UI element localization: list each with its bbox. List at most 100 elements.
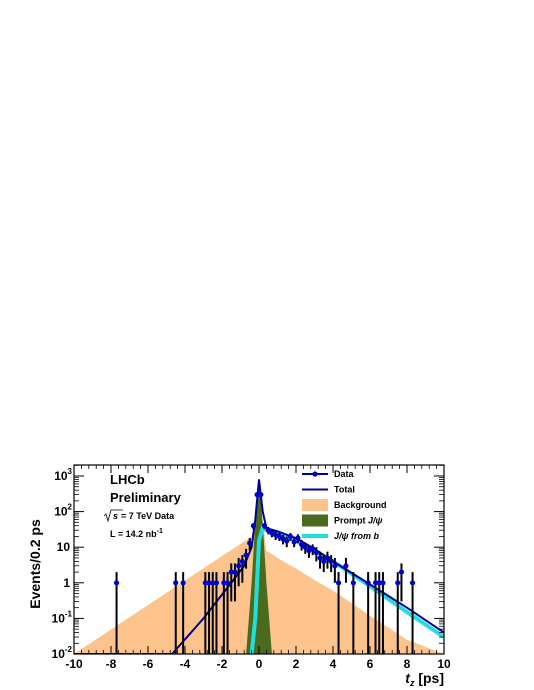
svg-text:= 7 TeV Data: = 7 TeV Data bbox=[121, 511, 175, 521]
data-point bbox=[376, 572, 382, 654]
legend-label: Total bbox=[334, 485, 355, 495]
data-marker bbox=[180, 580, 186, 586]
data-marker bbox=[221, 580, 227, 586]
data-point bbox=[284, 536, 290, 548]
data-marker bbox=[398, 569, 405, 575]
data-point bbox=[232, 563, 238, 602]
x-tick-label: -10 bbox=[65, 657, 83, 671]
data-point bbox=[321, 555, 327, 573]
data-point bbox=[372, 572, 379, 654]
data-point bbox=[173, 572, 179, 654]
data-point bbox=[328, 555, 334, 573]
x-tick-label: -2 bbox=[217, 657, 228, 671]
data-marker bbox=[228, 569, 234, 575]
data-point bbox=[317, 551, 323, 569]
data-point bbox=[228, 563, 234, 602]
data-point bbox=[247, 538, 253, 551]
data-point bbox=[236, 557, 242, 587]
data-marker bbox=[335, 580, 342, 586]
data-marker bbox=[113, 580, 120, 586]
data-point bbox=[261, 522, 268, 530]
data-point bbox=[213, 572, 220, 654]
data-marker bbox=[224, 580, 231, 586]
data-point bbox=[276, 533, 282, 541]
legend-label: J/ψ from b bbox=[334, 531, 379, 541]
data-point bbox=[287, 533, 294, 541]
data-point bbox=[210, 572, 216, 654]
data-point bbox=[202, 572, 208, 654]
data-marker bbox=[210, 580, 216, 586]
x-axis-title: tz [ps] bbox=[405, 670, 444, 688]
x-tick-label: 2 bbox=[293, 657, 300, 671]
data-marker bbox=[254, 492, 260, 498]
data-marker bbox=[317, 555, 323, 561]
data-marker bbox=[350, 580, 356, 586]
data-marker bbox=[324, 555, 331, 561]
data-point bbox=[298, 539, 305, 551]
y-tick-label: 102 bbox=[54, 503, 72, 519]
data-point bbox=[310, 544, 316, 556]
data-marker bbox=[302, 544, 308, 550]
data-point bbox=[254, 492, 260, 498]
data-point bbox=[206, 572, 212, 654]
legend: Data Total Background Prompt J/ψ J/ψ from b bbox=[302, 469, 387, 541]
preliminary-label: Preliminary bbox=[110, 490, 182, 505]
x-axis-tick-labels: -10 -8 -6 -4 -2 0 2 4 6 8 10 bbox=[65, 657, 451, 671]
data-marker bbox=[284, 538, 290, 544]
data-point bbox=[180, 572, 186, 654]
y-tick-label: 1 bbox=[63, 576, 70, 590]
y-tick-label: 10-1 bbox=[52, 609, 73, 625]
data-point bbox=[398, 563, 405, 602]
y-axis-title: Events/0.2 ps bbox=[27, 519, 43, 609]
data-point bbox=[113, 572, 120, 654]
legend-swatch bbox=[302, 499, 328, 511]
x-tick-label: 4 bbox=[330, 657, 337, 671]
y-tick-label: 10 bbox=[57, 540, 71, 554]
data-point bbox=[291, 538, 297, 548]
data-point bbox=[250, 522, 257, 530]
x-tick-label: -8 bbox=[106, 657, 117, 671]
data-marker bbox=[291, 539, 297, 545]
data-marker bbox=[395, 580, 401, 586]
data-marker bbox=[295, 535, 301, 541]
x-axis-ticks bbox=[73, 465, 445, 654]
data-marker bbox=[258, 492, 264, 498]
data-point bbox=[395, 572, 401, 654]
x-tick-label: 0 bbox=[256, 657, 263, 671]
legend-item: Prompt J/ψ bbox=[302, 514, 383, 527]
y-axis-ticks bbox=[74, 464, 444, 655]
legend-marker bbox=[312, 471, 318, 477]
y-tick-label: 10-2 bbox=[52, 645, 73, 661]
sqrt-symbol bbox=[103, 509, 123, 523]
x-tick-label: -6 bbox=[143, 657, 154, 671]
data-marker bbox=[202, 580, 208, 586]
data-point bbox=[343, 557, 349, 583]
data-marker bbox=[239, 558, 245, 564]
y-tick-label: 103 bbox=[54, 467, 72, 483]
legend-item: Total bbox=[302, 485, 355, 495]
data-marker bbox=[321, 558, 327, 564]
legend-label: Background bbox=[334, 500, 387, 510]
data-marker bbox=[206, 580, 212, 586]
data-marker bbox=[298, 541, 305, 547]
data-marker bbox=[232, 569, 238, 575]
data-marker bbox=[261, 523, 268, 529]
data-marker bbox=[243, 552, 249, 558]
data-point bbox=[265, 526, 271, 535]
data-point bbox=[224, 572, 231, 654]
x-tick-label: 10 bbox=[437, 657, 451, 671]
legend-item: Background bbox=[302, 499, 387, 511]
data-point bbox=[221, 572, 227, 654]
x-tick-label: -4 bbox=[180, 657, 191, 671]
legend-swatch bbox=[302, 514, 328, 527]
y-axis-tick-labels: 10-2 10-1 1 10 102 103 bbox=[52, 467, 73, 661]
legend-label: Data bbox=[334, 469, 355, 479]
x-tick-label: 8 bbox=[404, 657, 411, 671]
data-marker bbox=[332, 563, 338, 569]
data-marker bbox=[287, 533, 294, 540]
data-marker bbox=[372, 580, 379, 586]
data-point bbox=[295, 534, 301, 544]
data-marker bbox=[328, 558, 334, 564]
data-marker bbox=[247, 540, 253, 546]
